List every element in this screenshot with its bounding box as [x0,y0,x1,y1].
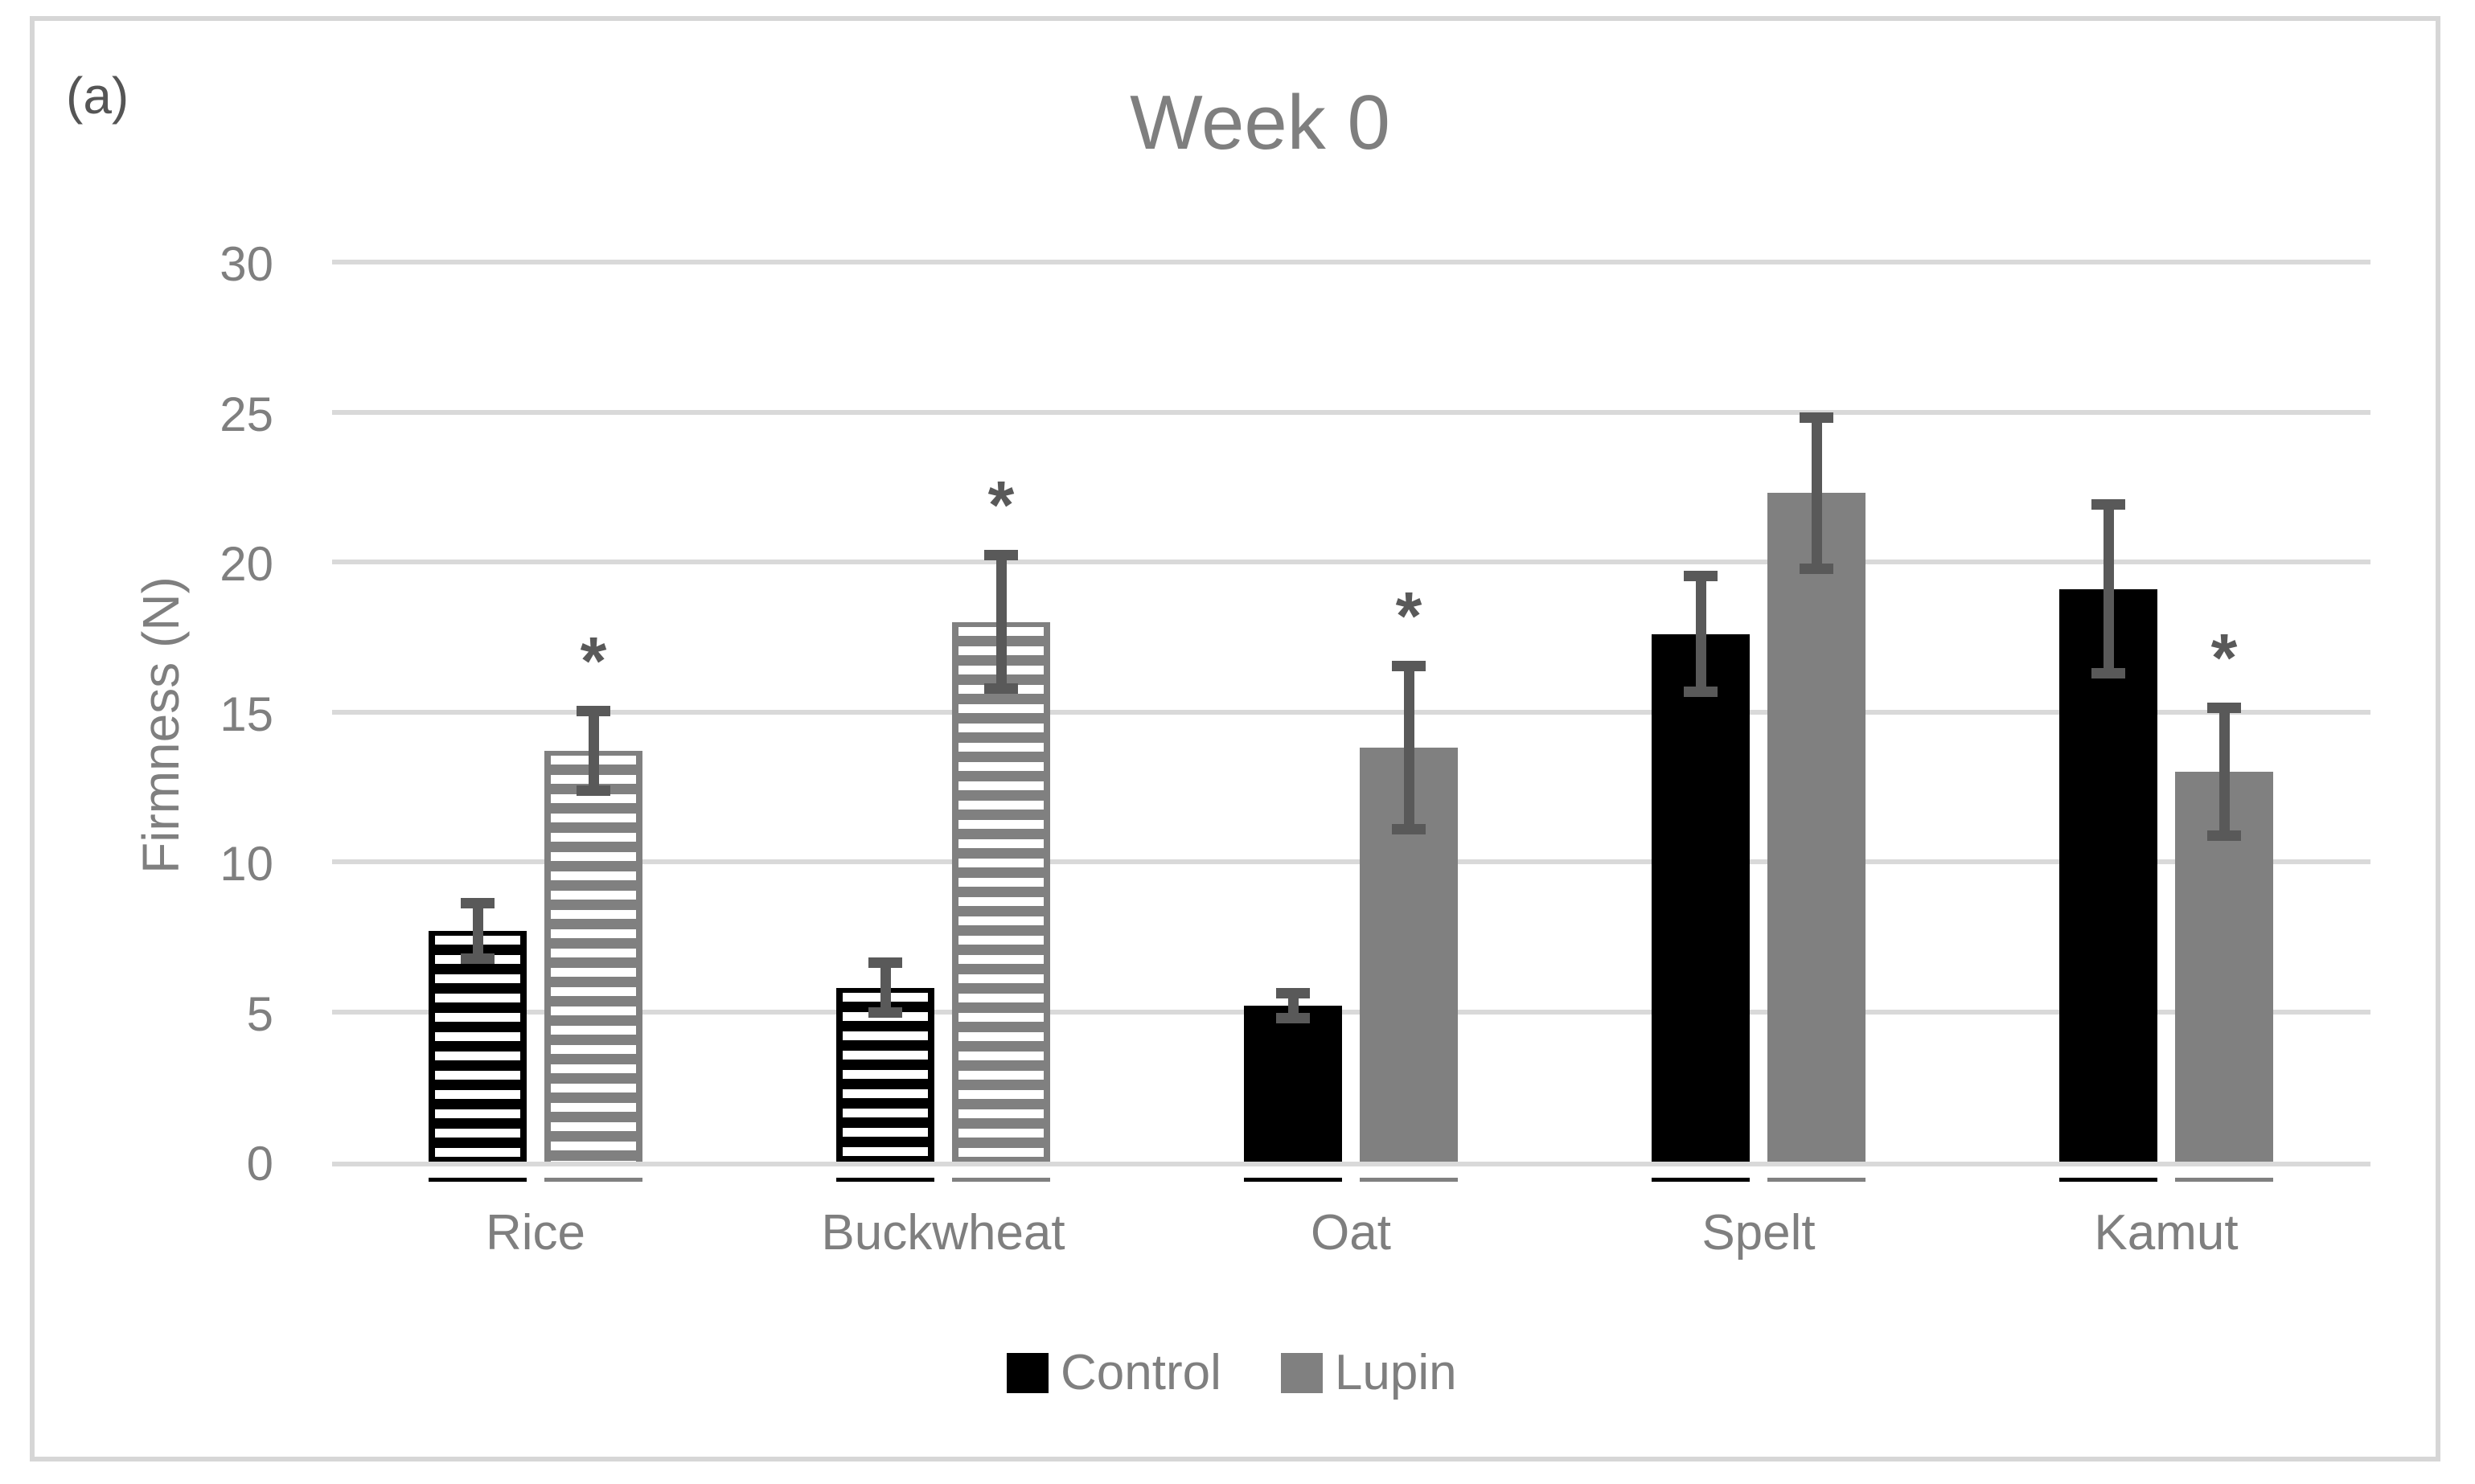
y-tick-label-5: 5 [246,986,273,1041]
bar-underline-lupin-rice [544,1178,642,1182]
legend: Control Lupin [1007,1344,1457,1401]
error-cap-bottom-control-buckwheat [868,1006,902,1018]
y-tick-label-25: 25 [220,387,273,441]
y-tick-label-15: 15 [220,687,273,741]
significance-asterisk-buckwheat: * [987,467,1015,543]
chart-title: Week 0 [1130,80,1390,166]
gridline-30 [332,260,2370,264]
error-cap-top-lupin-kamut [2207,703,2241,714]
significance-asterisk-kamut: * [2210,620,2238,696]
y-tick-label-20: 20 [220,537,273,591]
bar-underline-control-rice [429,1178,527,1182]
significance-asterisk-oat: * [1395,578,1422,654]
bar-control-kamut [2059,588,2157,1162]
error-bar-control-buckwheat [880,957,891,1018]
bar-control-rice [429,930,527,1162]
y-tick-label-0: 0 [246,1137,273,1191]
legend-swatch-control [1007,1352,1049,1393]
gridline-15 [332,709,2370,715]
x-category-label-spelt: Spelt [1701,1205,1816,1261]
bar-underline-control-oat [1244,1178,1342,1182]
bar-underline-control-buckwheat [836,1178,934,1182]
error-cap-top-control-buckwheat [868,957,902,969]
legend-label-lupin: Lupin [1334,1345,1457,1400]
error-bar-lupin-oat [1404,661,1414,835]
error-cap-bottom-lupin-spelt [1800,563,1833,574]
gridline-10 [332,859,2370,864]
error-cap-bottom-lupin-rice [577,785,610,796]
bar-lupin-rice [544,750,642,1162]
gridline-0 [332,1162,2370,1166]
bar-underline-lupin-kamut [2175,1178,2273,1182]
error-cap-top-control-rice [461,897,495,908]
bar-underline-control-kamut [2059,1178,2157,1182]
x-category-label-kamut: Kamut [2094,1205,2239,1261]
error-cap-top-control-spelt [1684,571,1718,582]
gridline-5 [332,1009,2370,1015]
error-bar-control-spelt [1696,571,1706,697]
significance-asterisk-rice: * [580,623,607,699]
bar-lupin-buckwheat [952,621,1050,1162]
bar-lupin-spelt [1767,493,1865,1162]
gridline-20 [332,560,2370,564]
bar-underline-lupin-spelt [1767,1178,1865,1182]
error-cap-bottom-lupin-oat [1392,824,1426,835]
error-bar-lupin-spelt [1812,412,1822,574]
error-bar-control-kamut [2104,498,2114,679]
bar-underline-lupin-buckwheat [952,1178,1050,1182]
error-cap-top-lupin-buckwheat [984,550,1018,561]
error-cap-top-lupin-spelt [1800,412,1833,423]
error-cap-bottom-control-spelt [1684,686,1718,697]
y-tick-label-10: 10 [220,837,273,891]
x-category-label-buckwheat: Buckwheat [821,1205,1065,1261]
gridline-25 [332,409,2370,415]
bar-underline-lupin-oat [1360,1178,1458,1182]
legend-item-control: Control [1007,1344,1221,1401]
legend-item-lupin: Lupin [1280,1344,1457,1401]
chart-frame [30,16,2440,1461]
error-bar-lupin-rice [589,706,599,796]
error-cap-top-lupin-oat [1392,661,1426,672]
error-cap-bottom-lupin-kamut [2207,830,2241,841]
bar-control-oat [1244,1006,1342,1162]
x-category-label-rice: Rice [485,1205,586,1261]
error-cap-top-control-kamut [2091,498,2125,510]
error-cap-bottom-control-kamut [2091,668,2125,679]
panel-label: (a) [66,67,129,125]
x-category-label-oat: Oat [1311,1205,1391,1261]
bar-control-spelt [1652,633,1750,1162]
error-bar-control-rice [473,897,483,964]
legend-label-control: Control [1061,1345,1221,1400]
error-bar-lupin-kamut [2219,703,2230,841]
error-cap-bottom-control-oat [1276,1013,1310,1024]
error-cap-bottom-control-rice [461,953,495,964]
error-cap-top-control-oat [1276,987,1310,998]
bar-underline-control-spelt [1652,1178,1750,1182]
error-cap-top-lupin-rice [577,706,610,717]
y-tick-label-30: 30 [220,237,273,291]
legend-swatch-lupin [1280,1352,1323,1393]
bar-control-buckwheat [836,987,934,1162]
error-bar-lupin-buckwheat [996,550,1007,695]
error-cap-bottom-lupin-buckwheat [984,683,1018,695]
